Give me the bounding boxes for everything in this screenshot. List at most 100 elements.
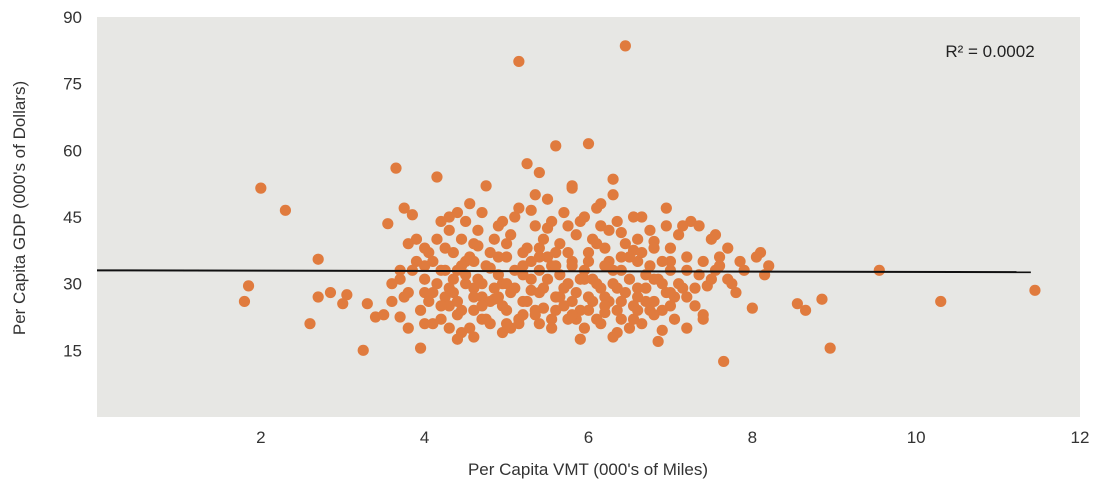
data-point bbox=[599, 300, 611, 312]
data-point bbox=[558, 300, 570, 312]
data-point bbox=[570, 229, 582, 241]
data-point bbox=[238, 295, 251, 308]
data-point bbox=[525, 255, 537, 268]
data-point bbox=[664, 255, 677, 268]
data-point bbox=[378, 309, 390, 321]
data-point bbox=[558, 282, 570, 294]
data-point bbox=[431, 233, 443, 245]
data-point bbox=[443, 300, 455, 312]
data-point bbox=[492, 291, 504, 303]
data-point bbox=[529, 189, 541, 201]
data-point bbox=[607, 173, 619, 185]
data-point bbox=[591, 202, 603, 214]
data-point bbox=[718, 355, 730, 368]
data-point bbox=[435, 215, 447, 228]
data-point bbox=[562, 246, 574, 259]
data-point bbox=[525, 273, 537, 285]
data-point bbox=[312, 291, 324, 303]
data-point bbox=[566, 180, 578, 192]
x-tick-label: 8 bbox=[748, 428, 757, 447]
data-point bbox=[615, 226, 627, 239]
data-point bbox=[447, 273, 459, 285]
data-point bbox=[406, 209, 418, 221]
data-point bbox=[566, 309, 578, 321]
data-point bbox=[599, 291, 611, 303]
data-point bbox=[558, 206, 570, 219]
data-point bbox=[550, 304, 562, 316]
data-point bbox=[615, 251, 627, 263]
data-point bbox=[664, 286, 677, 299]
data-point bbox=[242, 280, 255, 292]
data-point bbox=[361, 298, 373, 310]
data-point bbox=[697, 255, 709, 268]
data-point bbox=[582, 304, 595, 316]
data-point bbox=[656, 324, 668, 336]
data-point bbox=[533, 286, 545, 299]
data-point bbox=[500, 318, 513, 330]
data-point bbox=[632, 233, 644, 245]
data-point bbox=[873, 264, 885, 276]
data-point bbox=[513, 55, 525, 68]
x-tick-label: 10 bbox=[907, 428, 926, 447]
data-point bbox=[513, 202, 525, 214]
data-point bbox=[611, 215, 623, 228]
data-point bbox=[722, 242, 734, 254]
data-point bbox=[533, 242, 545, 254]
data-point bbox=[709, 229, 722, 241]
data-point bbox=[398, 291, 410, 303]
data-point bbox=[525, 204, 537, 216]
data-point bbox=[595, 220, 607, 232]
data-point bbox=[566, 260, 578, 272]
data-point bbox=[619, 238, 631, 250]
r-squared-annotation: R² = 0.0002 bbox=[945, 42, 1034, 61]
data-point bbox=[423, 295, 435, 308]
data-point bbox=[730, 286, 742, 299]
data-point bbox=[582, 255, 595, 268]
data-point bbox=[439, 242, 451, 254]
data-point bbox=[255, 182, 267, 194]
data-point bbox=[496, 326, 509, 339]
data-point bbox=[603, 224, 615, 236]
data-point bbox=[304, 318, 316, 330]
data-point bbox=[595, 318, 607, 330]
data-point bbox=[410, 233, 423, 245]
data-point bbox=[394, 273, 406, 285]
data-point bbox=[537, 233, 550, 245]
data-point bbox=[517, 295, 529, 308]
data-point bbox=[566, 295, 578, 308]
data-point bbox=[427, 255, 439, 268]
data-point bbox=[451, 206, 464, 219]
data-point bbox=[468, 282, 480, 294]
data-point bbox=[476, 291, 488, 303]
data-point bbox=[668, 313, 681, 325]
data-point bbox=[705, 273, 717, 285]
data-point bbox=[279, 204, 292, 216]
data-point bbox=[632, 304, 644, 316]
data-point bbox=[578, 211, 591, 223]
data-point bbox=[738, 264, 750, 276]
data-point bbox=[410, 255, 423, 268]
data-point bbox=[468, 238, 480, 250]
data-point bbox=[750, 251, 763, 263]
x-tick-label: 12 bbox=[1071, 428, 1090, 447]
data-point bbox=[627, 313, 640, 325]
data-point bbox=[541, 273, 554, 285]
data-point bbox=[390, 162, 402, 174]
data-point bbox=[673, 229, 685, 241]
data-point bbox=[341, 289, 353, 301]
data-point bbox=[505, 229, 517, 241]
data-point bbox=[447, 246, 459, 259]
data-point bbox=[546, 313, 558, 325]
data-point bbox=[431, 171, 443, 183]
data-point bbox=[935, 295, 947, 308]
data-point bbox=[533, 318, 545, 330]
y-axis-title: Per Capita GDP (000's of Dollars) bbox=[10, 81, 29, 335]
data-point bbox=[685, 215, 697, 228]
y-tick-label: 75 bbox=[63, 75, 82, 94]
data-point bbox=[455, 233, 468, 245]
trendline bbox=[96, 269, 1031, 274]
data-point bbox=[419, 273, 431, 285]
data-point bbox=[550, 260, 562, 272]
data-point bbox=[476, 278, 488, 290]
